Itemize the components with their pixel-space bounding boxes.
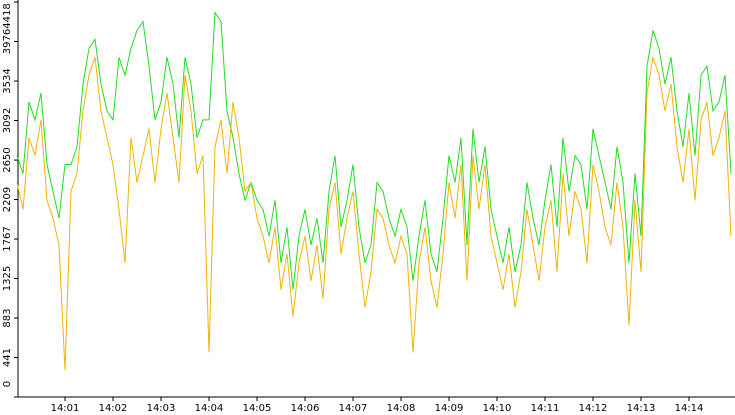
series-line [16,57,732,371]
y-tick-label: 883 [2,309,13,328]
x-tick-label: 14:13 [627,403,656,414]
x-tick-label: 14:07 [339,403,368,414]
y-tick-label: 1767 [2,226,13,251]
y-tick-label: 4418 [2,3,13,28]
y-tick-label: 0 [2,381,13,387]
x-tick-label: 14:05 [243,403,272,414]
x-tick-label: 14:10 [483,403,512,414]
y-tick-label: 441 [2,348,13,367]
x-tick-label: 14:06 [291,403,320,414]
y-tick-label: 1325 [2,266,13,291]
y-tick-label: 2209 [2,187,13,212]
series-line [16,11,732,290]
y-tick-label: 3092 [2,108,13,133]
y-tick-label: 3976 [2,29,13,54]
x-tick-label: 14:11 [531,403,560,414]
x-tick-label: 14:01 [51,403,80,414]
x-tick-label: 14:14 [675,403,704,414]
x-tick-label: 14:12 [579,403,608,414]
x-tick-label: 14:09 [435,403,464,414]
y-tick-label: 2650 [2,147,13,172]
x-tick-label: 14:02 [99,403,128,414]
x-tick-label: 14:08 [387,403,416,414]
x-tick-label: 14:04 [195,403,224,414]
x-tick-label: 14:03 [147,403,176,414]
y-tick-label: 3534 [2,68,13,93]
